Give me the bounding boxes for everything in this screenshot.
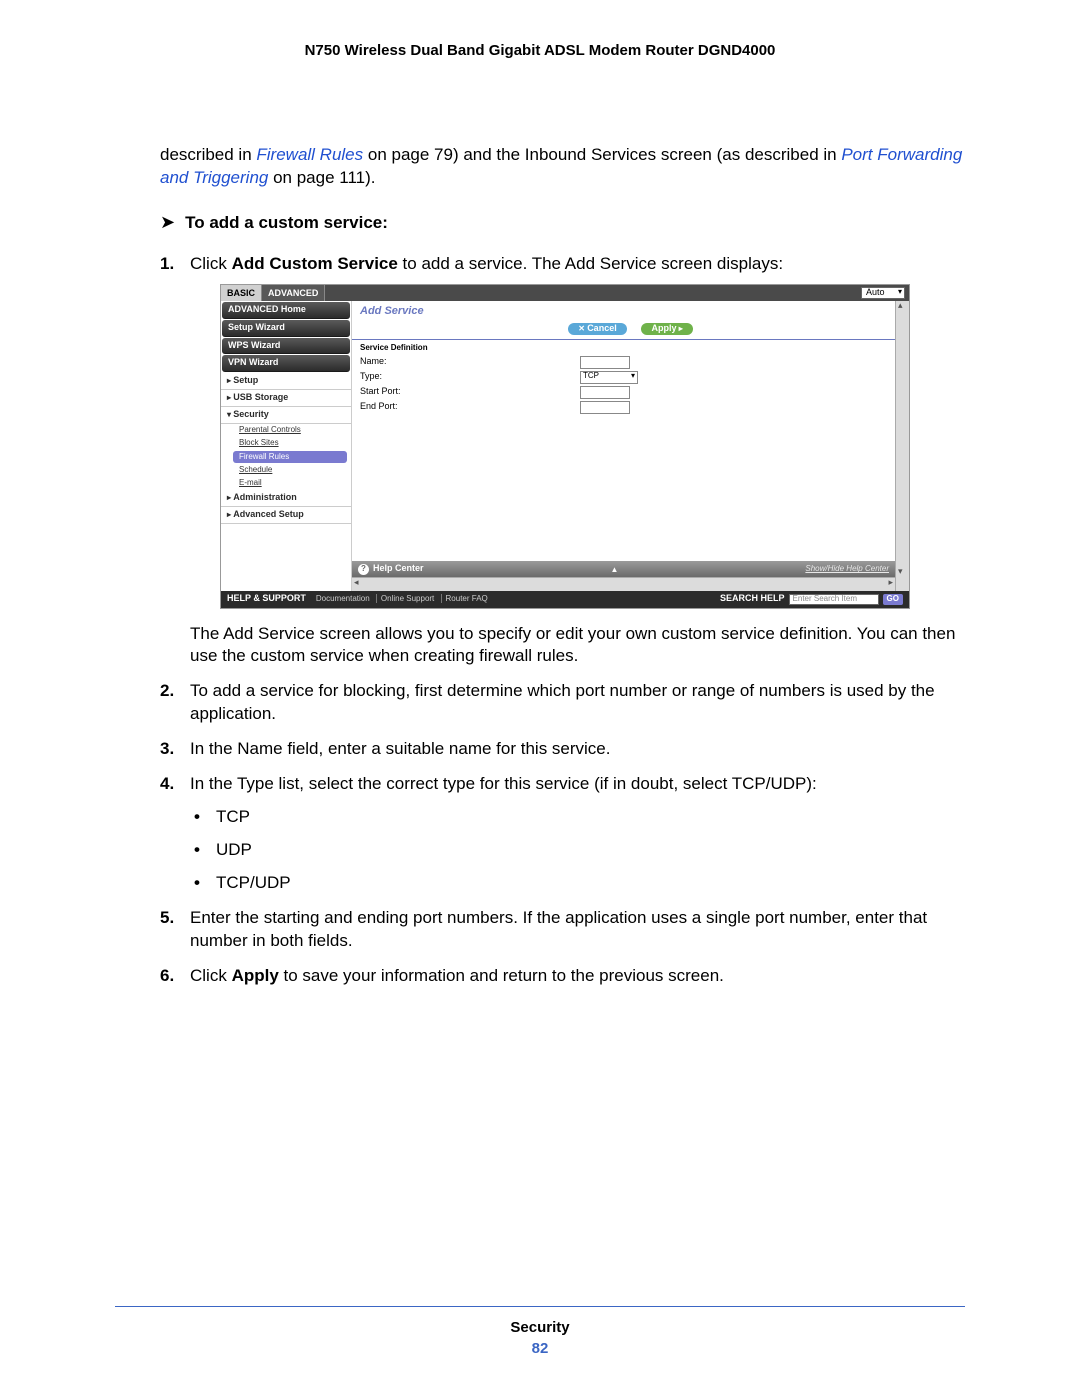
- label-name: Name:: [360, 357, 580, 367]
- section-service-definition: Service Definition: [352, 340, 909, 355]
- sidebar-item-wps-wizard[interactable]: WPS Wizard: [222, 338, 350, 355]
- sidebar-item-usb[interactable]: USB Storage: [221, 390, 351, 407]
- sidebar-item-setup-wizard[interactable]: Setup Wizard: [222, 320, 350, 337]
- intro-text-a: described in: [160, 145, 256, 164]
- procedure-title: To add a custom service:: [185, 212, 388, 235]
- sidebar-item-advanced-home[interactable]: ADVANCED Home: [222, 302, 350, 319]
- sidebar-item-security[interactable]: Security: [221, 407, 351, 424]
- sidebar: ADVANCED Home Setup Wizard WPS Wizard VP…: [221, 301, 351, 591]
- step-4: In the Type list, select the correct typ…: [160, 773, 965, 895]
- scrollbar-vertical[interactable]: [895, 301, 909, 591]
- sidebar-item-setup[interactable]: Setup: [221, 373, 351, 390]
- step1-bold: Add Custom Service: [232, 254, 398, 273]
- steps-list: Click Add Custom Service to add a servic…: [160, 253, 965, 988]
- help-icon: ?: [358, 564, 369, 575]
- sidebar-sub-email[interactable]: E-mail: [221, 477, 351, 490]
- link-router-faq[interactable]: Router FAQ: [441, 594, 492, 603]
- content: described in Firewall Rules on page 79) …: [0, 59, 1080, 988]
- link-firewall-rules[interactable]: Firewall Rules: [256, 145, 363, 164]
- action-buttons: Cancel Apply: [352, 321, 909, 340]
- tab-basic[interactable]: BASIC: [221, 285, 262, 301]
- pane-title: Add Service: [352, 301, 909, 321]
- go-button[interactable]: GO: [883, 594, 903, 605]
- sidebar-sub-schedule[interactable]: Schedule: [221, 464, 351, 477]
- support-label: HELP & SUPPORT: [227, 594, 306, 604]
- label-type: Type:: [360, 372, 580, 382]
- step6-text-b: to save your information and return to t…: [279, 966, 724, 985]
- step-2: To add a service for blocking, first det…: [160, 680, 965, 726]
- main-pane: Add Service Cancel Apply Service Definit…: [351, 301, 909, 591]
- collapse-icon[interactable]: ▲: [610, 565, 618, 574]
- sidebar-sub-firewall-rules[interactable]: Firewall Rules: [233, 451, 347, 464]
- scrollbar-horizontal[interactable]: [352, 577, 895, 591]
- step1-text-a: Click: [190, 254, 232, 273]
- help-center-bar[interactable]: ? Help Center ▲ Show/Hide Help Center: [352, 561, 895, 577]
- screenshot-add-service: BASIC ADVANCED Auto ADVANCED Home Setup …: [220, 284, 910, 609]
- step-5: Enter the starting and ending port numbe…: [160, 907, 965, 953]
- support-bar: HELP & SUPPORT Documentation Online Supp…: [221, 591, 909, 608]
- tab-advanced[interactable]: ADVANCED: [262, 285, 325, 301]
- apply-button[interactable]: Apply: [641, 323, 692, 335]
- search-input[interactable]: Enter Search Item: [789, 594, 879, 605]
- step6-bold: Apply: [232, 966, 279, 985]
- page-header: N750 Wireless Dual Band Gigabit ADSL Mod…: [0, 0, 1080, 59]
- cancel-button[interactable]: Cancel: [568, 323, 626, 335]
- sidebar-item-advsetup[interactable]: Advanced Setup: [221, 507, 351, 524]
- procedure-heading: ➤ To add a custom service:: [160, 210, 965, 235]
- type-options: TCP UDP TCP/UDP: [190, 806, 965, 895]
- sidebar-sub-parental[interactable]: Parental Controls: [221, 424, 351, 437]
- label-end-port: End Port:: [360, 402, 580, 412]
- page-footer: Security 82: [0, 1306, 1080, 1397]
- arrow-icon: ➤: [160, 210, 175, 234]
- sidebar-item-admin[interactable]: Administration: [221, 490, 351, 507]
- opt-tcp: TCP: [190, 806, 965, 829]
- lang-select[interactable]: Auto: [861, 287, 905, 299]
- step1-text-b: to add a service. The Add Service screen…: [398, 254, 783, 273]
- sidebar-item-vpn-wizard[interactable]: VPN Wizard: [222, 355, 350, 372]
- step-1: Click Add Custom Service to add a servic…: [160, 253, 965, 669]
- step4-text: In the Type list, select the correct typ…: [190, 774, 817, 793]
- sidebar-sub-block-sites[interactable]: Block Sites: [221, 437, 351, 450]
- tab-bar: BASIC ADVANCED Auto: [221, 285, 909, 301]
- select-type[interactable]: TCP: [580, 371, 638, 384]
- label-start-port: Start Port:: [360, 387, 580, 397]
- input-start-port[interactable]: [580, 386, 630, 399]
- intro-text-b: on page 79) and the Inbound Services scr…: [363, 145, 841, 164]
- step1-followup: The Add Service screen allows you to spe…: [190, 623, 965, 669]
- step-3: In the Name field, enter a suitable name…: [160, 738, 965, 761]
- help-center-label: Help Center: [373, 563, 424, 573]
- footer-section: Security: [0, 1319, 1080, 1336]
- intro-text-c: on page 111).: [268, 168, 375, 187]
- input-name[interactable]: [580, 356, 630, 369]
- footer-page-number: 82: [0, 1340, 1080, 1357]
- step-6: Click Apply to save your information and…: [160, 965, 965, 988]
- help-toggle-link[interactable]: Show/Hide Help Center: [805, 565, 889, 574]
- intro-paragraph: described in Firewall Rules on page 79) …: [160, 144, 965, 190]
- step6-text-a: Click: [190, 966, 232, 985]
- input-end-port[interactable]: [580, 401, 630, 414]
- search-help-label: SEARCH HELP: [720, 594, 785, 604]
- opt-tcpudp: TCP/UDP: [190, 872, 965, 895]
- link-documentation[interactable]: Documentation: [312, 594, 374, 603]
- opt-udp: UDP: [190, 839, 965, 862]
- link-online-support[interactable]: Online Support: [376, 594, 438, 603]
